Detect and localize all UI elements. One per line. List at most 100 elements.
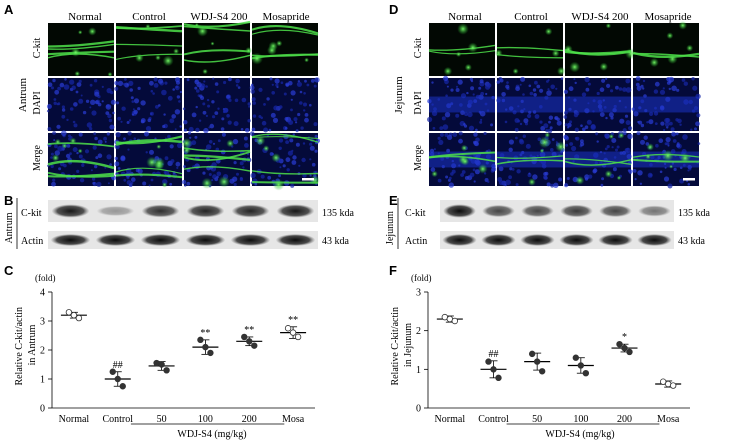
data-point — [251, 342, 258, 349]
nucleus — [172, 88, 175, 91]
micrograph-tile — [249, 131, 320, 191]
nucleus — [444, 133, 449, 137]
nucleus — [468, 125, 475, 131]
nucleus — [291, 160, 297, 165]
nucleus — [309, 174, 312, 177]
nucleus — [547, 128, 553, 134]
x-tick-label: 200 — [242, 414, 257, 425]
nucleus — [290, 90, 296, 96]
nucleus — [485, 92, 488, 96]
nucleus — [80, 94, 83, 97]
nucleus — [240, 128, 244, 131]
nucleus — [662, 87, 665, 90]
nucleus — [203, 127, 209, 134]
micrograph-background — [116, 23, 182, 76]
micrograph-tile — [182, 77, 251, 134]
nucleus — [437, 178, 442, 183]
nucleus — [205, 85, 208, 88]
nucleus — [97, 153, 103, 158]
nucleus — [438, 139, 444, 145]
ckit-cell — [494, 49, 503, 57]
nucleus — [175, 80, 181, 85]
nucleus — [634, 178, 637, 181]
nucleus — [46, 109, 50, 113]
nucleus — [587, 82, 591, 86]
nucleus — [689, 168, 692, 171]
nucleus — [666, 77, 671, 82]
nucleus — [105, 104, 112, 110]
nucleus — [61, 105, 65, 109]
nucleus — [93, 79, 98, 83]
nucleus — [480, 118, 483, 121]
nucleus — [236, 172, 239, 176]
micrograph-tile — [47, 130, 117, 187]
nucleus — [539, 88, 544, 93]
ckit-stain — [632, 52, 700, 58]
nucleus — [505, 179, 511, 186]
nucleus — [50, 164, 54, 169]
nucleus — [132, 108, 135, 111]
nucleus — [596, 140, 599, 143]
nucleus — [564, 183, 569, 188]
nucleus — [114, 156, 118, 161]
nucleus — [52, 78, 56, 83]
nucleus — [539, 120, 543, 124]
nucleus — [61, 130, 67, 136]
nucleus — [546, 90, 552, 96]
nucleus — [504, 183, 507, 187]
y-axis-label: Relative C-kit/actin in Antrum — [14, 304, 38, 385]
ckit-cell — [156, 144, 162, 150]
nucleus — [115, 131, 121, 138]
nucleus — [114, 144, 120, 150]
ckit-cell — [608, 133, 614, 140]
nucleus — [169, 144, 174, 149]
ckit-cell — [618, 132, 625, 139]
nucleus — [292, 155, 297, 160]
nucleus — [186, 78, 190, 82]
data-point — [485, 358, 492, 365]
nucleus — [299, 90, 303, 94]
y-tick-label: 3 — [416, 288, 421, 299]
nucleus — [90, 99, 96, 106]
ckit-stain — [47, 40, 115, 48]
band-ckit — [51, 204, 90, 218]
y-tick-label: 4 — [40, 288, 45, 299]
band-ckit — [231, 204, 270, 218]
nucleus — [52, 178, 56, 182]
nucleus — [244, 128, 250, 133]
nucleus — [208, 140, 213, 144]
nucleus — [183, 128, 187, 132]
micrograph-tile — [496, 132, 567, 188]
band-actin — [230, 234, 271, 246]
ckit-cell — [662, 150, 674, 162]
nucleus — [212, 142, 216, 145]
x-tick-label: 100 — [573, 414, 588, 425]
nucleus — [295, 129, 299, 133]
nucleus — [196, 81, 202, 88]
col-header: Normal — [448, 11, 482, 23]
nucleus — [309, 103, 312, 107]
nucleus — [179, 125, 182, 128]
y-unit-label: (fold) — [35, 273, 56, 283]
nucleus — [76, 151, 79, 155]
nucleus — [567, 126, 570, 129]
nucleus — [566, 177, 570, 180]
nucleus — [573, 112, 579, 118]
nucleus — [642, 87, 645, 90]
nucleus — [133, 137, 137, 140]
nucleus — [672, 139, 677, 143]
nucleus — [627, 133, 633, 140]
nucleus — [291, 149, 294, 152]
nucleus — [233, 161, 237, 165]
ckit-cell — [251, 52, 263, 65]
nucleus — [142, 181, 147, 186]
nucleus — [628, 169, 633, 174]
nucleus — [47, 82, 53, 87]
x-tick-label: Mosa — [657, 414, 680, 425]
nucleus — [606, 145, 610, 149]
nucleus — [195, 127, 200, 133]
nucleus — [183, 165, 186, 168]
nucleus — [133, 109, 138, 115]
nucleus — [463, 124, 468, 128]
nucleus — [432, 126, 436, 130]
